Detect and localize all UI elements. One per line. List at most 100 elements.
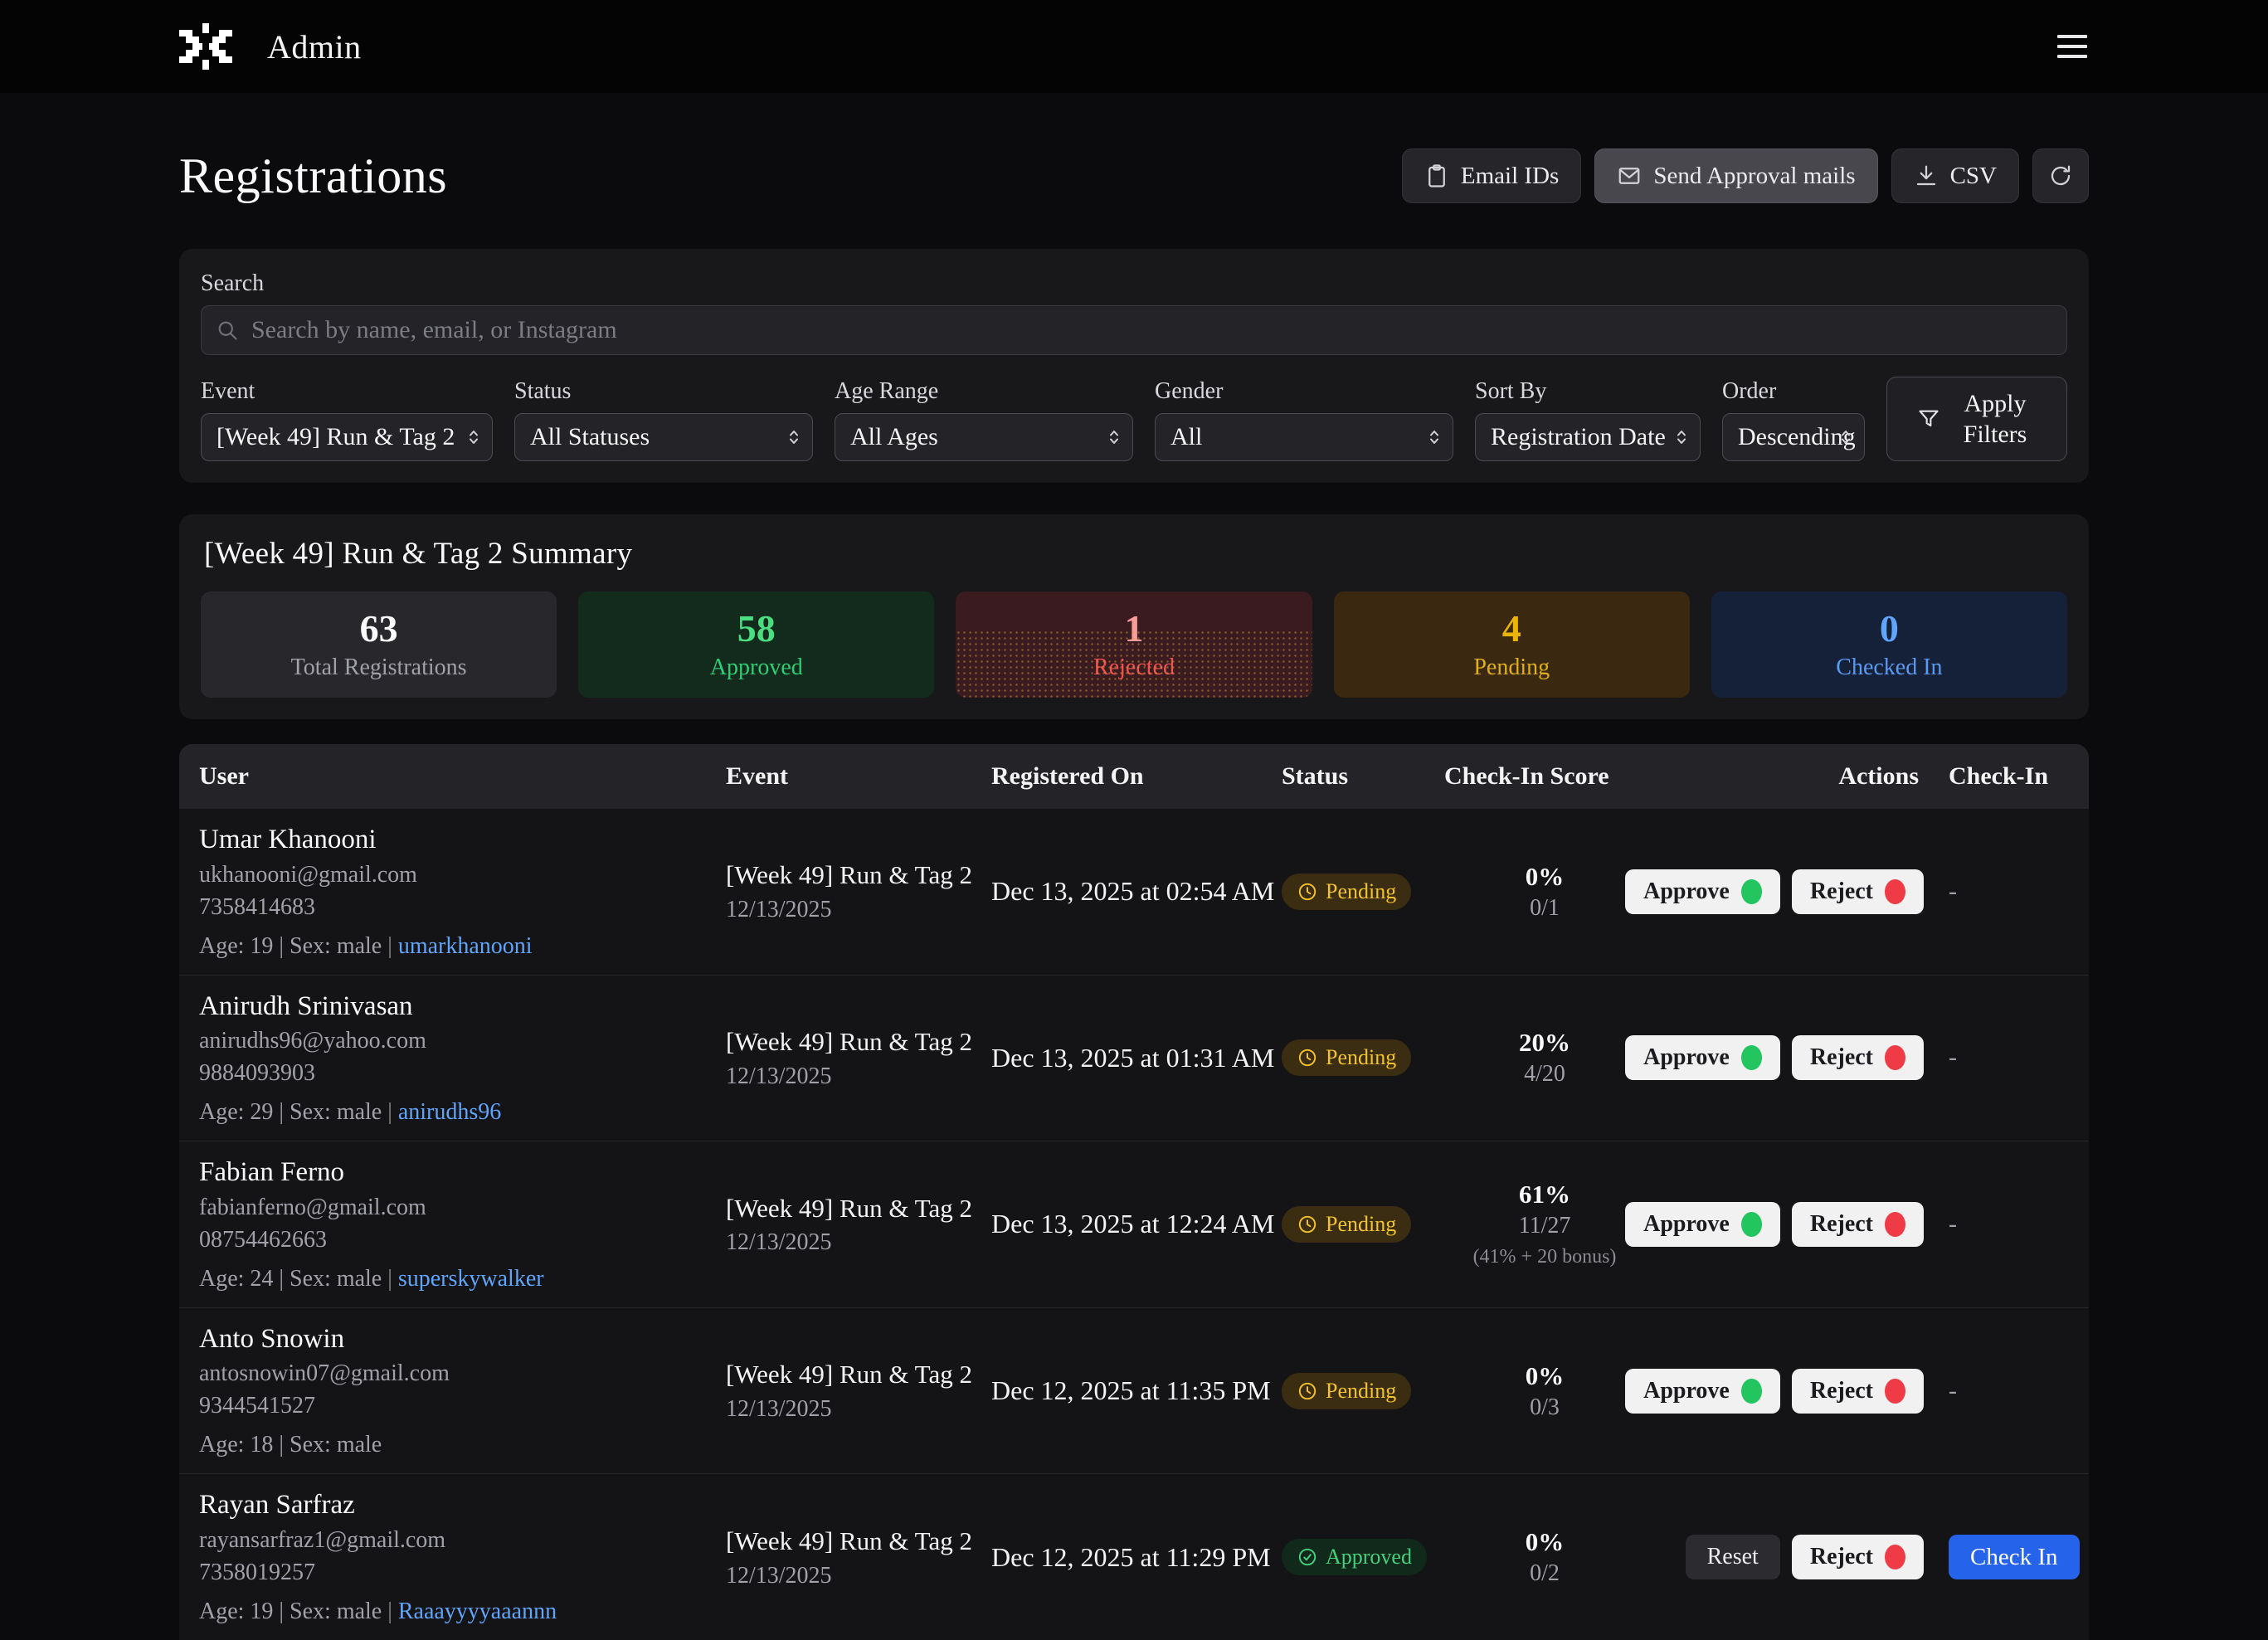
score-cell: 61% 11/27 (41% + 20 bonus) [1444,1180,1645,1268]
user-email: ukhanooni@gmail.com [199,861,417,888]
sort-by-select[interactable]: Registration Date [1475,413,1701,461]
event-date: 12/13/2025 [726,1229,832,1256]
event-name: [Week 49] Run & Tag 2 [726,1027,972,1057]
user-phone: 9344541527 [199,1393,315,1419]
check-circle-icon [1298,1548,1317,1566]
summary-card-pending: 4 Pending [1333,591,1690,698]
user-phone: 7358019257 [199,1559,315,1585]
instagram-link[interactable]: Raaayyyyaaannn [397,1598,557,1624]
table-row: Anto Snowin antosnowin07@gmail.com 93445… [179,1307,2089,1474]
card-value: 58 [737,606,776,650]
red-dot-icon [1885,878,1905,904]
approve-button[interactable]: Approve [1625,1201,1780,1247]
card-label: Approved [709,655,803,681]
apply-filters-button[interactable]: Apply Filters [1886,377,2067,461]
actions-cell: Approve Reject [1625,1368,1924,1414]
instagram-link[interactable]: umarkhanooni [397,932,533,959]
score-fraction: 4/20 [1524,1061,1565,1088]
card-label: Pending [1473,655,1550,681]
approve-button[interactable]: Approve [1625,869,1780,914]
registered-on: Dec 12, 2025 at 11:35 PM [991,1375,1271,1406]
user-meta: Age: 18 | Sex: male [199,1432,382,1458]
score-percent: 0% [1525,1360,1565,1390]
card-label: Rejected [1093,655,1175,681]
reject-button[interactable]: Reject [1791,1368,1924,1414]
reject-button[interactable]: Reject [1791,1201,1924,1247]
score-note: (41% + 20 bonus) [1472,1246,1617,1268]
score-percent: 20% [1519,1028,1570,1058]
refresh-button[interactable] [2032,148,2089,203]
score-fraction: 0/3 [1530,1394,1560,1420]
toolbar: Email IDs Send Approval mails CSV [1401,148,2089,203]
card-value: 63 [359,606,398,650]
menu-icon[interactable] [2056,30,2089,63]
approve-button[interactable]: Approve [1625,1368,1780,1414]
chevron-up-down-icon [1110,431,1118,444]
age-range-select[interactable]: All Ages [835,413,1133,461]
user-cell: Umar Khanooni ukhanooni@gmail.com 735841… [199,809,726,975]
table-row: Fabian Ferno fabianferno@gmail.com 08754… [179,1141,2089,1307]
brand-logo-glyph [179,23,232,70]
user-email: anirudhs96@yahoo.com [199,1028,426,1054]
checkin-empty: - [1949,1376,1957,1404]
summary-card-approved: 58 Approved [578,591,935,698]
page-header: Registrations Email IDs Send Approval ma… [179,134,2089,217]
approve-button[interactable]: Approve [1625,1035,1780,1081]
send-approval-mails-button[interactable]: Send Approval mails [1594,148,1878,203]
reject-button[interactable]: Reject [1791,869,1924,914]
score-percent: 0% [1525,861,1565,891]
score-percent: 61% [1519,1180,1570,1209]
email-ids-button[interactable]: Email IDs [1401,148,1582,203]
event-date: 12/13/2025 [726,1063,832,1089]
user-cell: Rayan Sarfraz rayansarfraz1@gmail.com 73… [199,1474,726,1640]
status-badge: Pending [1282,1205,1412,1243]
status-label: Status [514,378,572,404]
instagram-link[interactable]: superskywalker [397,1265,544,1292]
instagram-link[interactable]: anirudhs96 [397,1099,502,1126]
status-select[interactable]: All Statuses [514,413,813,461]
card-label: Total Registrations [290,655,467,681]
status-cell: Pending [1282,1372,1444,1409]
green-dot-icon [1740,878,1762,904]
event-select[interactable]: [Week 49] Run & Tag 2 [201,413,493,461]
event-date: 12/13/2025 [726,897,832,923]
gender-select[interactable]: All [1155,413,1453,461]
brand-name: Admin [267,27,362,66]
check-in-button[interactable]: Check In [1949,1535,2080,1580]
checkin-cell: - [1924,1377,2069,1405]
reset-button[interactable]: Reset [1685,1535,1780,1580]
user-email: antosnowin07@gmail.com [199,1360,450,1387]
user-name: Anto Snowin [199,1323,345,1354]
topbar: Admin [0,0,2268,93]
registered-on: Dec 13, 2025 at 12:24 AM [991,1209,1275,1239]
search-input[interactable] [201,305,2067,355]
col-header-user: User [199,762,249,790]
user-name: Umar Khanooni [199,825,377,854]
status-cell: Pending [1282,1039,1444,1077]
score-cell: 0% 0/2 [1444,1527,1645,1587]
sort-by-label: Sort By [1475,378,1547,404]
clock-icon [1298,1382,1317,1399]
search-label: Search [201,270,265,296]
reject-button[interactable]: Reject [1791,1035,1924,1081]
filters-row: Event [Week 49] Run & Tag 2 Status All S… [201,377,2067,461]
table-header-row: User Event Registered On Status Check-In Sco… [179,744,2089,809]
event-name: [Week 49] Run & Tag 2 [726,1526,972,1555]
score-fraction: 11/27 [1518,1213,1571,1239]
user-phone: 7358414683 [199,893,315,920]
search-icon [218,321,237,340]
order-select[interactable]: Descending [1722,413,1865,461]
reject-button[interactable]: Reject [1791,1535,1924,1580]
gender-label: Gender [1155,378,1224,404]
csv-button[interactable]: CSV [1891,148,2019,203]
score-fraction: 0/1 [1530,894,1560,921]
summary-panel: [Week 49] Run & Tag 2 Summary 63 Total R… [179,514,2089,719]
registered-on: Dec 12, 2025 at 11:29 PM [991,1541,1271,1572]
event-cell: [Week 49] Run & Tag 2 12/13/2025 [726,1359,991,1423]
brand-logo-icon[interactable] [179,22,232,71]
summary-card-rejected: 1 Rejected [956,591,1312,698]
chevron-up-down-icon [1842,431,1850,444]
event-name: [Week 49] Run & Tag 2 [726,860,972,890]
event-cell: [Week 49] Run & Tag 2 12/13/2025 [726,859,991,923]
registrations-table: User Event Registered On Status Check-In Sco… [179,744,2089,1640]
